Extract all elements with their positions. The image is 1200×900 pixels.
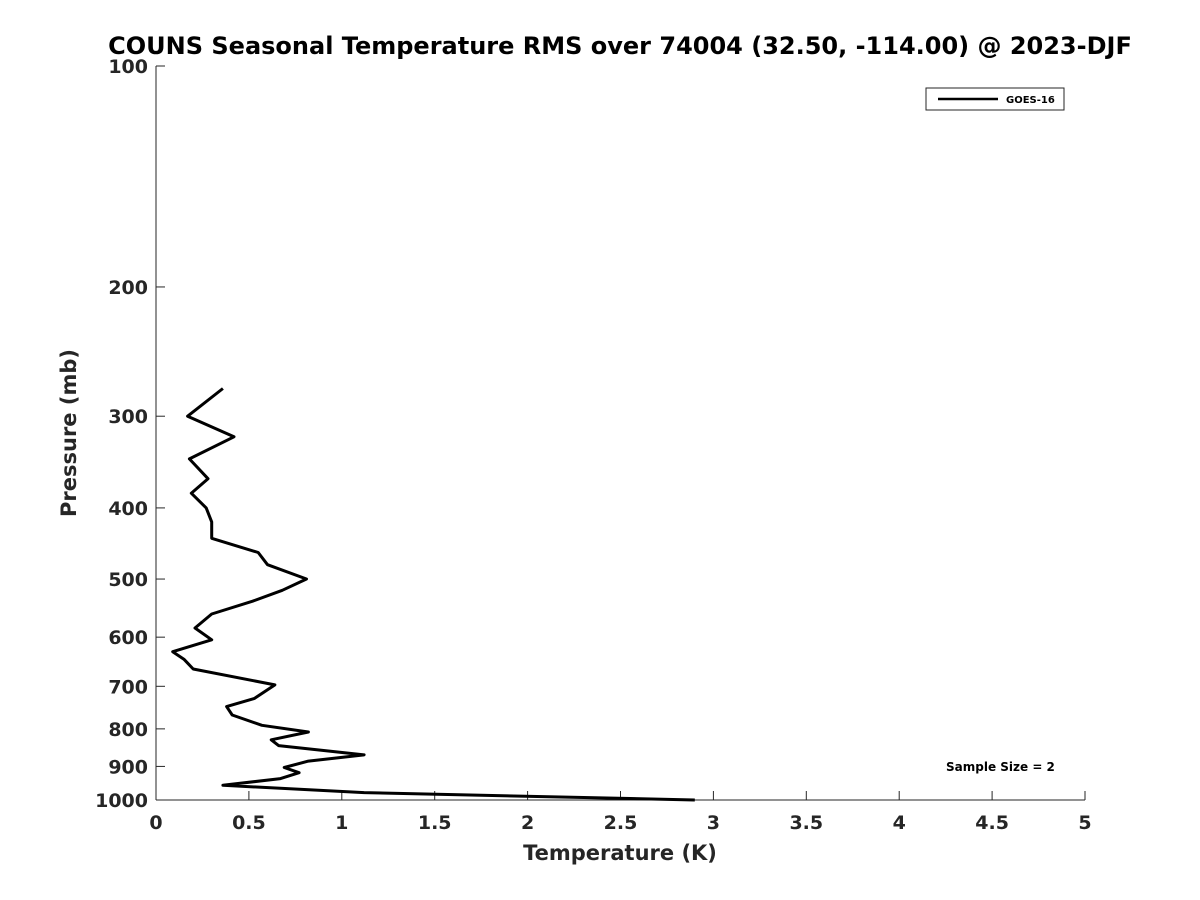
sample-size-annotation: Sample Size = 2 <box>946 760 1055 774</box>
y-tick-label: 500 <box>108 569 148 591</box>
chart-title: COUNS Seasonal Temperature RMS over 7400… <box>108 32 1132 60</box>
x-tick-label: 3 <box>707 812 720 834</box>
x-tick-label: 0.5 <box>232 812 266 834</box>
y-tick-label: 1000 <box>95 790 148 812</box>
y-tick-label: 700 <box>108 676 148 698</box>
x-tick-label: 1 <box>335 812 348 834</box>
y-tick-label: 100 <box>108 56 148 78</box>
x-tick-label: 1.5 <box>418 812 452 834</box>
series-layer <box>171 387 695 802</box>
x-tick-label: 4 <box>893 812 906 834</box>
x-axis-ticks: 0 0.5 1 1.5 2 2.5 3 3.5 4 4.5 5 <box>149 791 1092 834</box>
y-tick-label: 200 <box>108 277 148 299</box>
y-axis-label: Pressure (mb) <box>57 349 81 517</box>
x-tick-label: 2 <box>521 812 534 834</box>
x-tick-label: 0 <box>149 812 162 834</box>
x-tick-label: 3.5 <box>789 812 823 834</box>
y-tick-label: 400 <box>108 498 148 520</box>
y-tick-label: 800 <box>108 719 148 741</box>
x-tick-label: 4.5 <box>975 812 1009 834</box>
x-axis-label: Temperature (K) <box>523 841 717 865</box>
y-tick-label: 600 <box>108 627 148 649</box>
plot-area <box>155 66 1085 801</box>
legend: GOES-16 <box>925 87 1065 111</box>
y-axis-ticks: 100 200 300 400 500 600 700 800 900 1000 <box>95 56 165 812</box>
y-tick-label: 300 <box>108 406 148 428</box>
x-tick-label: 2.5 <box>604 812 638 834</box>
y-tick-label: 900 <box>108 756 148 778</box>
series-line-goes-16 <box>171 387 695 802</box>
x-tick-label: 5 <box>1078 812 1091 834</box>
legend-entry-goes16: GOES-16 <box>1006 95 1055 106</box>
